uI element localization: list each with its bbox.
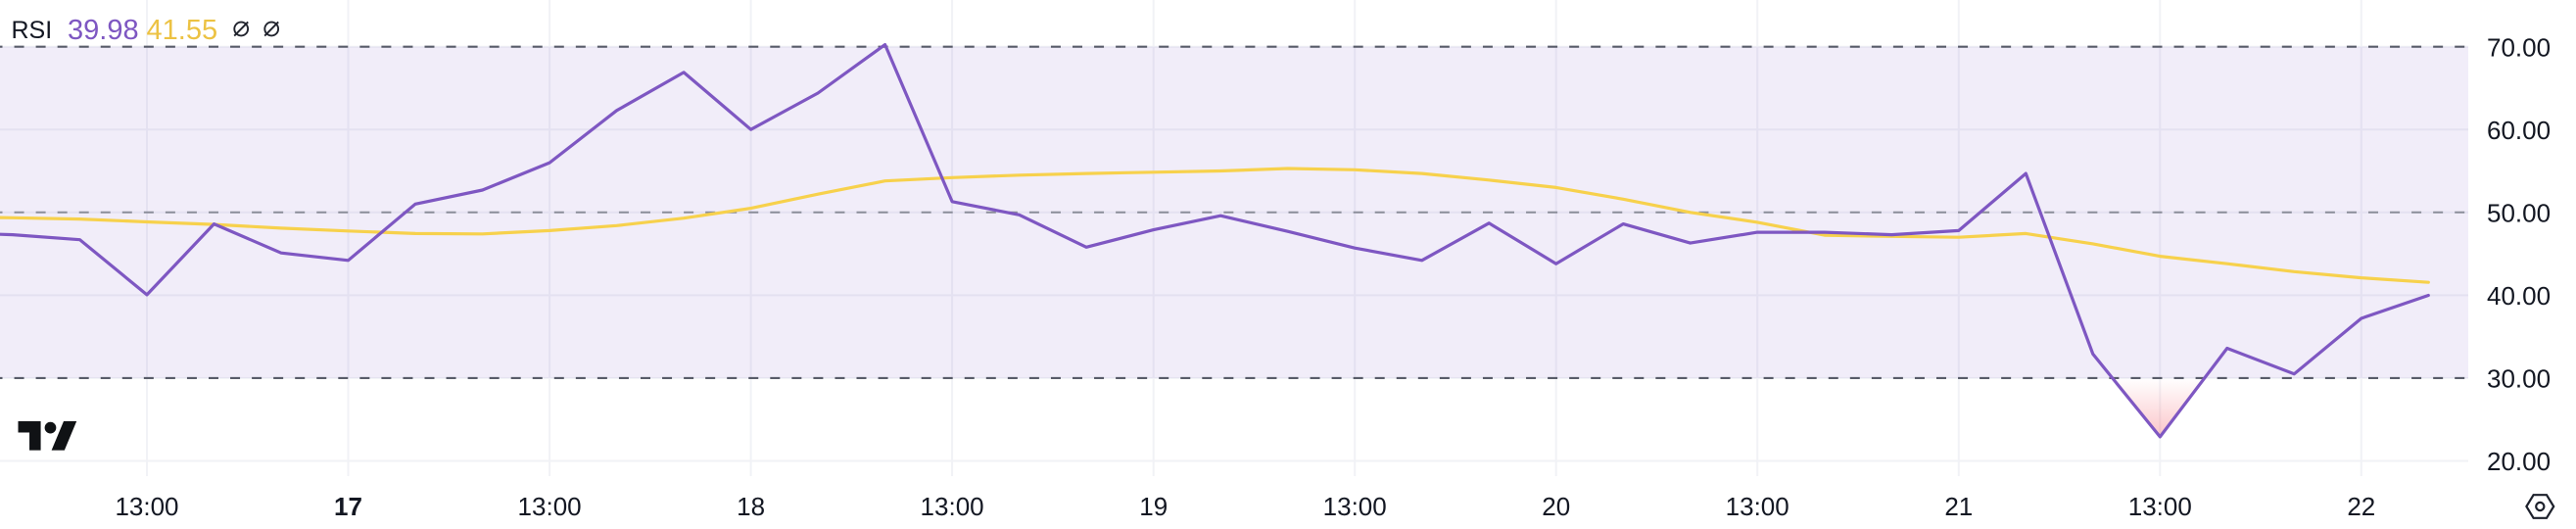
svg-text:13:00: 13:00 bbox=[921, 492, 984, 521]
svg-text:20: 20 bbox=[1542, 492, 1570, 521]
svg-text:21: 21 bbox=[1944, 492, 1973, 521]
svg-text:20.00: 20.00 bbox=[2487, 447, 2551, 476]
svg-text:41.55: 41.55 bbox=[147, 15, 218, 46]
svg-text:60.00: 60.00 bbox=[2487, 116, 2551, 145]
svg-text:22: 22 bbox=[2347, 492, 2375, 521]
svg-text:13:00: 13:00 bbox=[518, 492, 582, 521]
svg-text:13:00: 13:00 bbox=[115, 492, 178, 521]
svg-text:70.00: 70.00 bbox=[2487, 32, 2551, 62]
svg-text:40.00: 40.00 bbox=[2487, 281, 2551, 311]
svg-text:50.00: 50.00 bbox=[2487, 199, 2551, 228]
svg-text:17: 17 bbox=[334, 492, 362, 521]
svg-text:RSI: RSI bbox=[12, 17, 53, 44]
svg-text:30.00: 30.00 bbox=[2487, 364, 2551, 394]
svg-text:39.98: 39.98 bbox=[68, 15, 139, 46]
svg-text:13:00: 13:00 bbox=[2128, 492, 2192, 521]
svg-text:18: 18 bbox=[737, 492, 765, 521]
svg-text:13:00: 13:00 bbox=[1323, 492, 1387, 521]
svg-text:19: 19 bbox=[1139, 492, 1168, 521]
svg-text:13:00: 13:00 bbox=[1726, 492, 1789, 521]
